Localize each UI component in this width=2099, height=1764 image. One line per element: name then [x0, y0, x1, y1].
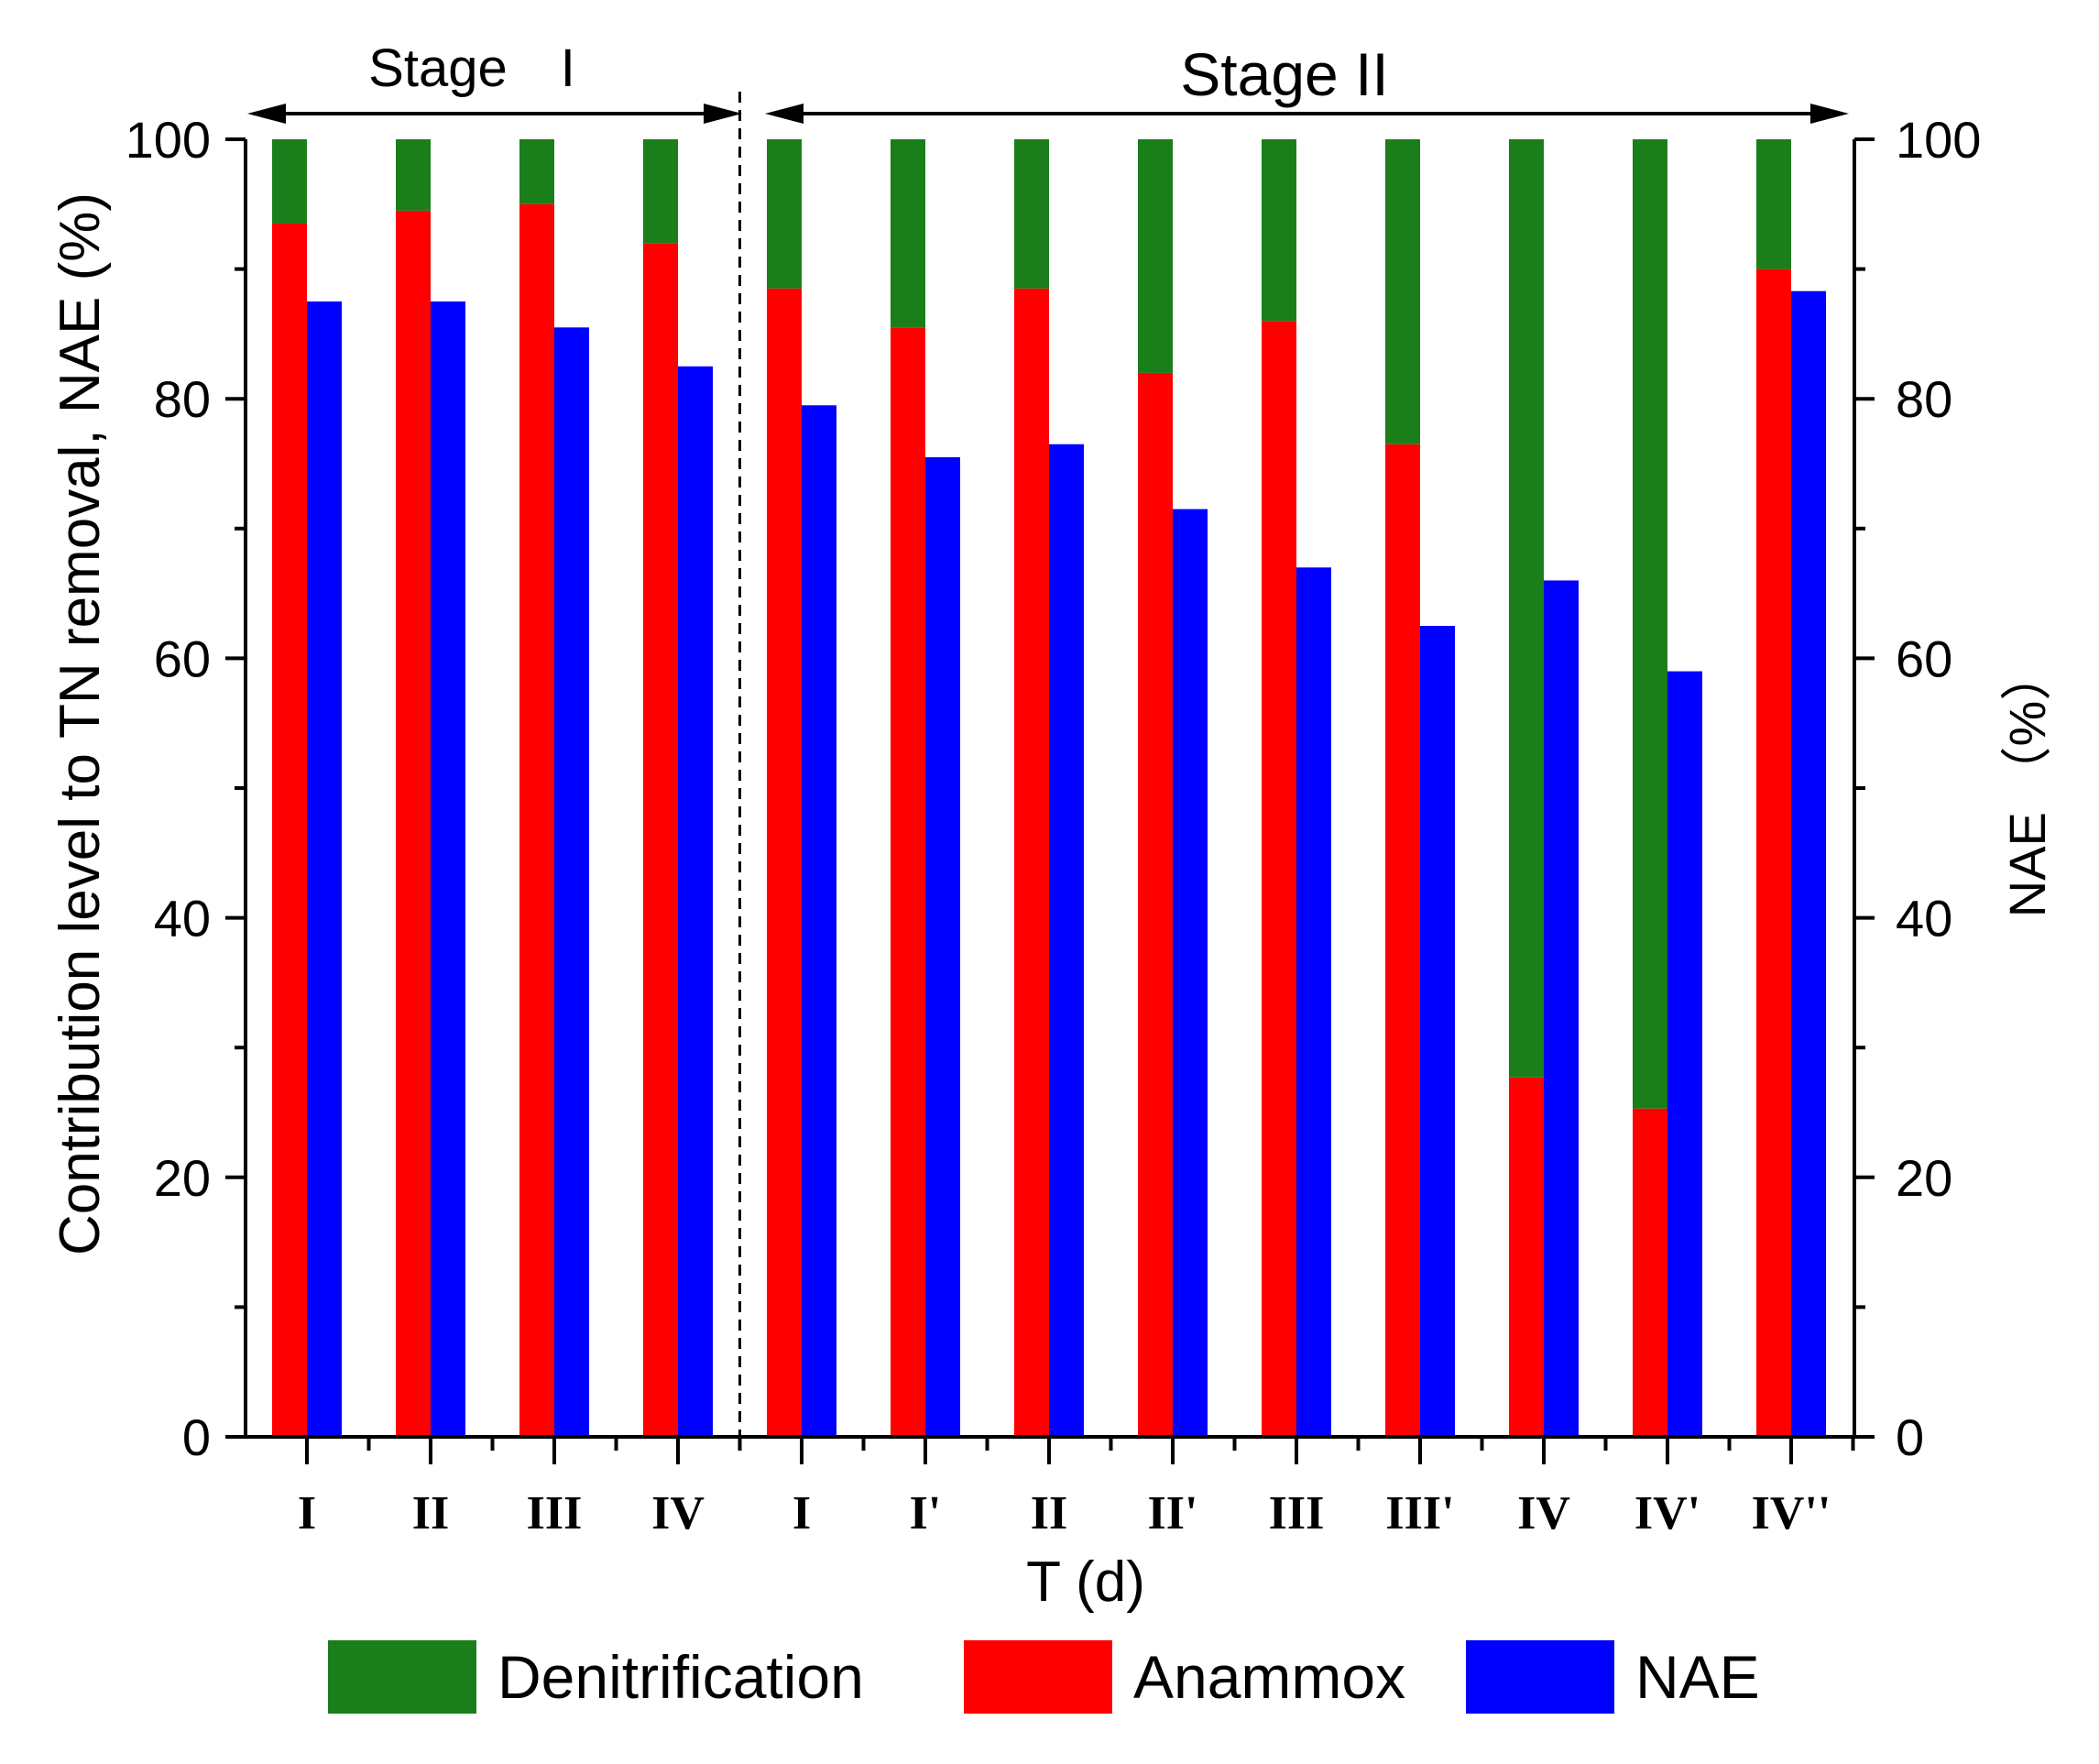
- bar-nae: [1667, 671, 1702, 1437]
- bar-denitrification: [519, 139, 554, 204]
- stage-2-label: Stage II: [1180, 40, 1389, 108]
- y-axis-right-label: NAE （%）: [1998, 650, 2056, 918]
- legend-label-nae: NAE: [1635, 1643, 1760, 1711]
- x-tick-label: I: [793, 1487, 811, 1539]
- bar-denitrification: [891, 139, 925, 328]
- y-tick-label-right: 100: [1896, 111, 1981, 169]
- bar-nae: [925, 456, 960, 1437]
- bar-anammox: [1756, 268, 1791, 1438]
- y-tick-label-left: 100: [126, 111, 211, 169]
- bar-nae: [1173, 509, 1208, 1437]
- legend-swatch-nae: [1466, 1640, 1614, 1714]
- y-tick-label-left: 0: [182, 1408, 211, 1466]
- bar-nae: [1296, 567, 1331, 1437]
- x-tick-label: I': [910, 1487, 942, 1539]
- bar-denitrification: [1385, 139, 1420, 444]
- stage-2-arrow-head-right: [1810, 104, 1849, 124]
- y-tick-label-right: 80: [1896, 370, 1952, 428]
- y-tick-label-right: 60: [1896, 630, 1952, 687]
- bar-anammox: [767, 288, 802, 1438]
- x-tick-label: II': [1148, 1487, 1198, 1539]
- bar-denitrification: [272, 139, 307, 225]
- y-tick-label-right: 20: [1896, 1149, 1952, 1207]
- legend: Denitrification Anammox NAE: [328, 1640, 1760, 1714]
- bar-denitrification: [1262, 139, 1296, 322]
- bar-nae: [1791, 290, 1826, 1437]
- bar-anammox: [1509, 1077, 1544, 1437]
- y-tick-label-left: 60: [154, 630, 211, 687]
- x-tick-label: IV: [1517, 1487, 1570, 1539]
- bar-denitrification: [643, 139, 678, 244]
- stage-1-label: Stage I: [368, 38, 575, 98]
- bar-denitrification: [1633, 139, 1667, 1109]
- bar-nae: [431, 301, 465, 1437]
- x-tick-label: III': [1385, 1487, 1454, 1539]
- bar-denitrification: [1509, 139, 1544, 1078]
- bar-anammox: [519, 203, 554, 1437]
- bar-denitrification: [1756, 139, 1791, 269]
- bars-layer: [272, 139, 1826, 1438]
- y-tick-label-left: 20: [154, 1149, 211, 1207]
- x-tick-label: III: [527, 1487, 583, 1539]
- bar-denitrification: [767, 139, 802, 289]
- bar-nae: [1049, 444, 1084, 1437]
- bar-anammox: [1014, 288, 1049, 1438]
- legend-label-denitrification: Denitrification: [497, 1643, 864, 1711]
- stage-2-arrow-head-left: [765, 104, 804, 124]
- bar-anammox: [1633, 1108, 1667, 1437]
- axes-layer: I II III IV I I' II II' III III' IV IV' IV''0 020 2040…: [126, 38, 1982, 1539]
- bar-denitrification: [1138, 139, 1173, 373]
- x-tick-label: IV'': [1752, 1487, 1831, 1539]
- bar-anammox: [1138, 372, 1173, 1437]
- stage-1-arrow-head-left: [247, 104, 286, 124]
- bar-anammox: [272, 224, 307, 1437]
- y-tick-label-left: 80: [154, 370, 211, 428]
- y-tick-label-right: 40: [1896, 890, 1952, 948]
- bar-denitrification: [1014, 139, 1049, 289]
- bar-anammox: [891, 327, 925, 1437]
- bar-anammox: [1262, 321, 1296, 1437]
- y-tick-label-right: 0: [1896, 1408, 1924, 1466]
- bar-anammox: [396, 210, 431, 1437]
- bar-nae: [1420, 626, 1455, 1437]
- x-tick-label: IV': [1634, 1487, 1700, 1539]
- stage-1-arrow-head-right: [704, 104, 742, 124]
- bar-denitrification: [396, 139, 431, 211]
- x-axis-label: T (d): [1026, 1550, 1145, 1614]
- legend-swatch-anammox: [964, 1640, 1112, 1714]
- y-axis-label: Contribution level to TN removal, NAE (%…: [49, 192, 112, 1255]
- bar-anammox: [643, 243, 678, 1437]
- bar-nae: [1544, 580, 1579, 1437]
- x-tick-label: IV: [651, 1487, 705, 1539]
- x-tick-label: II: [412, 1487, 449, 1539]
- x-tick-label: I: [298, 1487, 316, 1539]
- x-tick-label: III: [1269, 1487, 1325, 1539]
- legend-swatch-denitrification: [328, 1640, 476, 1714]
- bar-anammox: [1385, 444, 1420, 1437]
- bar-nae: [307, 301, 342, 1437]
- legend-label-anammox: Anammox: [1133, 1643, 1405, 1711]
- y-tick-label-left: 40: [154, 890, 211, 948]
- x-tick-label: II: [1031, 1487, 1067, 1539]
- bar-nae: [802, 405, 836, 1437]
- labels-layer: T (d) Contribution level to TN removal, …: [49, 192, 2056, 1614]
- bar-nae: [554, 327, 589, 1437]
- bar-nae: [678, 366, 713, 1437]
